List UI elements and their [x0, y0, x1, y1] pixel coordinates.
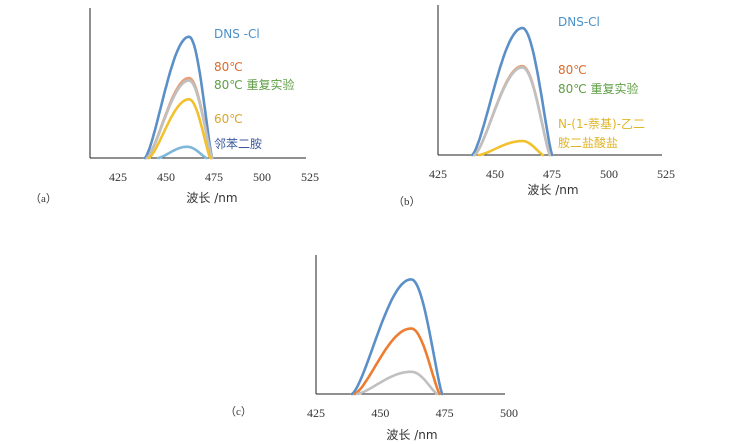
panel-label: （a）	[30, 192, 57, 205]
x-tick-label: 525	[657, 167, 675, 181]
series-line-5	[158, 147, 206, 158]
legend-entry: 80℃	[558, 63, 587, 77]
chart-panel-a: DNS -Cl 80℃ 80℃ 重复实验 60℃ 邻苯二胺 425 450 475 500 52…	[30, 8, 319, 205]
x-axis-label: 波长 /nm	[386, 428, 437, 442]
legend-a: DNS -Cl 80℃ 80℃ 重复实验 60℃ 邻苯二胺	[214, 27, 295, 151]
legend-entry: DNS-Cl	[558, 15, 600, 29]
x-tick-label: 525	[301, 170, 319, 184]
legend-entry-line2: 胺二盐酸盐	[558, 135, 618, 150]
x-tick-label: 450	[486, 167, 504, 181]
legend-entry: 80℃ 重复实验	[214, 77, 295, 92]
x-tick-label: 475	[436, 406, 454, 420]
x-axis-label: 波长 /nm	[527, 183, 578, 197]
x-tick-label: 425	[109, 170, 127, 184]
legend-entry: 邻苯二胺	[214, 137, 262, 151]
x-tick-label: 450	[157, 170, 175, 184]
chart-panel-c: 425 450 475 500 波长 /nm （c）	[225, 255, 518, 442]
legend-entry: DNS -Cl	[214, 27, 260, 41]
x-tick-label: 500	[253, 170, 271, 184]
panel-label: （b）	[393, 195, 421, 208]
x-tick-label: 475	[205, 170, 223, 184]
x-tick-label: 475	[543, 167, 561, 181]
legend-entry: N-(1-萘基)-乙二	[558, 117, 645, 131]
panel-label: （c）	[225, 405, 252, 418]
x-axis-label: 波长 /nm	[186, 191, 237, 205]
x-tick-label: 500	[600, 167, 618, 181]
series-line-4	[479, 141, 543, 155]
legend-entry: 60℃	[214, 112, 243, 126]
x-tick-label: 425	[307, 406, 325, 420]
legend-entry: 80℃	[214, 60, 243, 74]
x-tick-label: 500	[500, 406, 518, 420]
x-tick-label: 425	[429, 167, 447, 181]
legend-entry: 80℃ 重复实验	[558, 81, 639, 96]
x-tick-label: 450	[371, 406, 389, 420]
